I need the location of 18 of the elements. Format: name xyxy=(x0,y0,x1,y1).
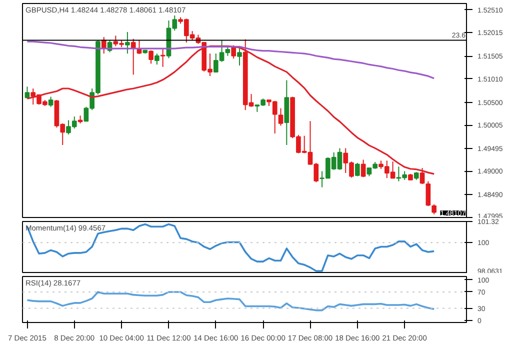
candlestick xyxy=(148,50,154,64)
candlestick xyxy=(426,180,431,207)
candlestick xyxy=(154,53,160,66)
candlestick xyxy=(125,31,130,54)
candlestick xyxy=(48,96,54,108)
line-series xyxy=(26,40,435,80)
candlestick xyxy=(237,48,242,66)
line-series xyxy=(26,223,435,272)
line-series xyxy=(26,45,435,175)
candlestick xyxy=(24,86,30,100)
candlestick xyxy=(278,108,284,126)
candlestick xyxy=(160,48,166,68)
candlestick xyxy=(420,167,425,185)
line-series xyxy=(26,291,435,312)
candlestick xyxy=(360,159,366,178)
candlestick xyxy=(231,44,236,60)
candlestick xyxy=(432,204,436,215)
candlestick xyxy=(355,162,360,177)
